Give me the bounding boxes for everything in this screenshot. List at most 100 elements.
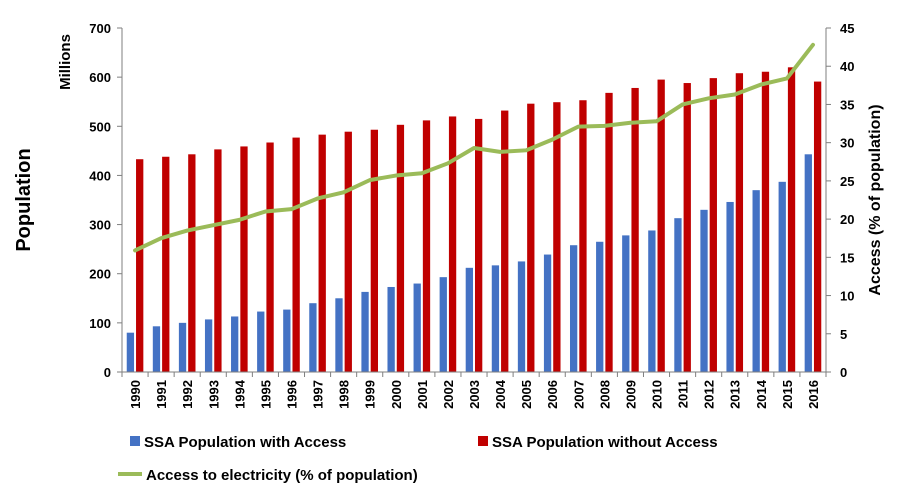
access-line-point (420, 171, 424, 175)
y-tick-label: 700 (89, 21, 111, 36)
bar-with-access (126, 332, 135, 372)
bar-with-access (700, 209, 708, 372)
legend: SSA Population with Access SSA Populatio… (118, 434, 718, 484)
axes: 0 100 200 300 400 500 600 700 0 5 10 15 20 25 30 35 40 45… (89, 21, 854, 409)
bar-without-access (214, 149, 222, 372)
y2-tick-label: 25 (840, 174, 854, 189)
bar-without-access (657, 79, 665, 372)
bar-without-access (631, 87, 639, 372)
bar-without-access (162, 156, 170, 372)
bar-with-access (283, 309, 291, 372)
bar-without-access (475, 118, 483, 373)
bar-without-access (292, 137, 300, 372)
bar-with-access (152, 326, 161, 372)
bar-with-access (569, 245, 578, 372)
bar-with-access (622, 235, 630, 372)
bar-without-access (579, 100, 587, 373)
y2-tick-label: 5 (840, 327, 847, 342)
access-line-point (185, 229, 189, 233)
line-layer (133, 42, 815, 253)
access-line-point (576, 125, 580, 129)
x-tick-label: 1990 (128, 380, 143, 409)
y2-tick-label: 35 (840, 97, 854, 112)
bar-with-access (465, 267, 473, 372)
y-tick-label: 300 (89, 218, 111, 233)
x-tick-label: 2010 (650, 380, 665, 409)
bar-with-access (596, 241, 604, 372)
x-tick-label: 2015 (780, 380, 795, 409)
legend-swatch-with-access (130, 436, 140, 446)
bar-without-access (266, 142, 274, 372)
x-tick-label: 1993 (206, 380, 221, 409)
bar-without-access (422, 120, 431, 372)
bar-with-access (674, 218, 682, 372)
access-line-point (159, 236, 163, 240)
bar-with-access (309, 303, 317, 372)
bar-without-access (136, 159, 144, 372)
x-tick-label: 2007 (571, 380, 586, 409)
bar-with-access (726, 201, 734, 372)
bar-without-access (344, 131, 352, 372)
y-tick-label: 0 (104, 365, 111, 380)
access-line-point (237, 218, 241, 222)
access-line-point (811, 43, 815, 47)
access-line-point (628, 121, 632, 125)
bar-without-access (501, 110, 509, 372)
x-tick-label: 2006 (545, 380, 560, 409)
access-line-point (498, 150, 502, 154)
bar-without-access (396, 124, 405, 372)
access-line-point (681, 102, 685, 106)
legend-label-with-access: SSA Population with Access (144, 434, 346, 451)
y-tick-label: 200 (89, 267, 111, 282)
y-axis-unit: Millions (57, 34, 74, 90)
x-tick-label: 2001 (415, 380, 430, 409)
bar-with-access (178, 322, 187, 372)
bar-with-access (543, 254, 552, 372)
x-tick-label: 2014 (754, 379, 769, 409)
y-axis-title: Population (13, 148, 35, 251)
x-tick-label: 2004 (493, 379, 508, 409)
bar-with-access (491, 265, 500, 372)
bar-with-access (387, 286, 395, 372)
access-line-point (133, 248, 137, 252)
y2-tick-label: 10 (840, 289, 854, 304)
x-tick-label: 1991 (154, 380, 169, 409)
x-tick-label: 2005 (519, 380, 534, 409)
x-tick-label: 2002 (441, 380, 456, 409)
bar-with-access (204, 319, 213, 372)
y2-tick-label: 40 (840, 59, 854, 74)
x-tick-label: 2011 (676, 380, 691, 408)
bar-with-access (335, 298, 343, 372)
bar-without-access (813, 81, 822, 373)
bar-without-access (188, 154, 196, 372)
x-tick-label: 2000 (389, 380, 404, 409)
bar-with-access (257, 311, 265, 372)
x-tick-label: 1996 (284, 380, 299, 409)
x-tick-label: 2003 (467, 380, 482, 409)
y-tick-label: 400 (89, 168, 111, 183)
bar-with-access (361, 291, 369, 372)
legend-label-access-line: Access to electricity (% of population) (146, 467, 418, 484)
bars (126, 67, 822, 373)
y-tick-label: 500 (89, 119, 111, 134)
access-line-point (550, 138, 554, 142)
bar-without-access (735, 73, 744, 372)
access-line-point (655, 119, 659, 123)
bar-with-access (778, 181, 786, 372)
y2-tick-label: 20 (840, 212, 854, 227)
access-line-point (394, 174, 398, 178)
access-line-point (602, 124, 606, 128)
x-tick-label: 2012 (702, 380, 717, 409)
access-line-point (759, 83, 763, 87)
bar-without-access (683, 83, 691, 372)
y2-tick-label: 0 (840, 365, 847, 380)
bar-without-access (318, 134, 326, 372)
bar-with-access (804, 154, 812, 372)
x-tick-label: 2016 (806, 380, 821, 409)
bar-with-access (413, 283, 421, 372)
x-tick-label: 2009 (623, 380, 638, 409)
access-line-point (472, 146, 476, 150)
bar-without-access (761, 71, 770, 372)
y2-axis-title: Access (% of population) (867, 104, 884, 295)
